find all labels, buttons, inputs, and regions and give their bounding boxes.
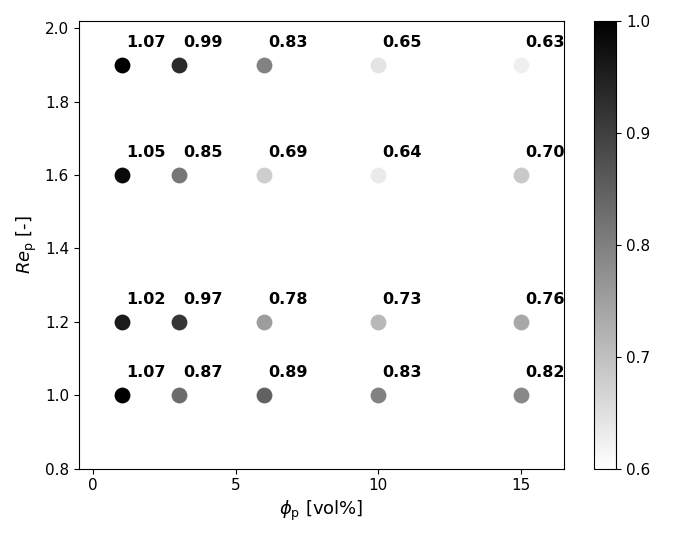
Text: 1.07: 1.07 — [126, 365, 165, 380]
Point — [372, 171, 384, 179]
Point — [372, 317, 384, 326]
Point — [372, 391, 384, 399]
Text: 0.87: 0.87 — [183, 365, 223, 380]
Point — [258, 391, 270, 399]
Point — [116, 171, 127, 179]
Point — [515, 61, 526, 69]
Point — [258, 61, 270, 69]
Point — [258, 171, 270, 179]
Text: 0.89: 0.89 — [269, 365, 308, 380]
Text: 0.63: 0.63 — [525, 36, 565, 51]
Point — [258, 317, 270, 326]
Text: 0.83: 0.83 — [383, 365, 422, 380]
Text: 0.65: 0.65 — [383, 36, 422, 51]
Text: 0.69: 0.69 — [269, 145, 308, 160]
Text: 0.76: 0.76 — [525, 292, 565, 307]
Text: 0.97: 0.97 — [183, 292, 223, 307]
Text: 0.99: 0.99 — [183, 36, 223, 51]
Point — [116, 391, 127, 399]
Point — [116, 61, 127, 69]
Text: 0.82: 0.82 — [525, 365, 565, 380]
X-axis label: $\phi_{\mathrm{p}}$ [vol%]: $\phi_{\mathrm{p}}$ [vol%] — [279, 499, 363, 523]
Point — [173, 171, 184, 179]
Text: 0.70: 0.70 — [525, 145, 565, 160]
Text: 0.83: 0.83 — [269, 36, 308, 51]
Point — [116, 317, 127, 326]
Text: 0.64: 0.64 — [383, 145, 422, 160]
Y-axis label: $Re_{\mathrm{p}}$ [-]: $Re_{\mathrm{p}}$ [-] — [15, 215, 39, 274]
Point — [372, 61, 384, 69]
Point — [173, 391, 184, 399]
Text: 1.05: 1.05 — [126, 145, 165, 160]
Text: 1.02: 1.02 — [126, 292, 165, 307]
Point — [173, 317, 184, 326]
Text: 0.85: 0.85 — [183, 145, 223, 160]
Point — [515, 391, 526, 399]
Text: 0.78: 0.78 — [269, 292, 308, 307]
Point — [173, 61, 184, 69]
Point — [515, 317, 526, 326]
Text: 1.07: 1.07 — [126, 36, 165, 51]
Point — [515, 171, 526, 179]
Text: 0.73: 0.73 — [383, 292, 422, 307]
